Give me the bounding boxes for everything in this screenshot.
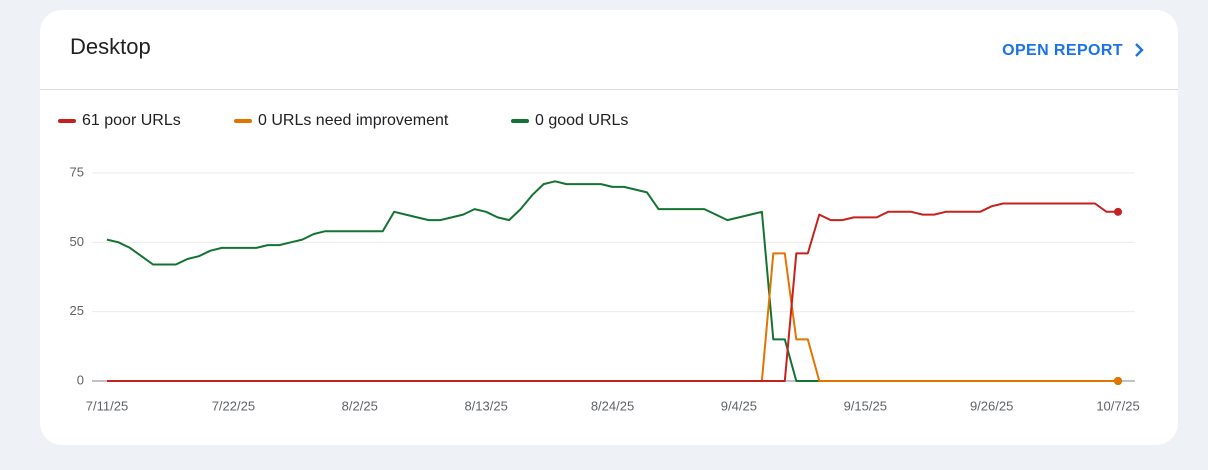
- card-title: Desktop: [70, 34, 151, 59]
- x-tick-label: 7/22/25: [212, 398, 255, 413]
- x-tick-label: 9/26/25: [970, 398, 1013, 413]
- link-text[interactable]: OPEN REPORT: [1002, 42, 1123, 59]
- x-tick-label: 7/11/25: [86, 398, 128, 413]
- y-tick-label: 50: [70, 234, 84, 249]
- x-tick-label: 8/13/25: [464, 398, 507, 413]
- legend-label: 61 poor URLs: [82, 112, 181, 129]
- open-report-link[interactable]: OPEN REPORT: [1002, 42, 1144, 59]
- legend-label: 0 good URLs: [535, 112, 628, 129]
- x-tick-label: 8/24/25: [591, 398, 634, 413]
- end-point: [1114, 207, 1122, 216]
- chevron-icon[interactable]: [1135, 43, 1144, 57]
- y-tick-label: 0: [77, 372, 84, 387]
- legend-label: 0 URLs need improvement: [258, 112, 449, 129]
- end-point: [1114, 377, 1122, 385]
- legend: 61 poor URLs 0 URLs need improvement 0 goo…: [58, 112, 628, 129]
- y-tick-label: 25: [70, 303, 84, 318]
- x-tick-label: 9/15/25: [844, 398, 887, 413]
- card: [40, 10, 1178, 445]
- y-tick-label: 75: [70, 164, 84, 179]
- x-tick-label: 9/4/25: [721, 398, 757, 413]
- plot-area: 0 25 50 75 7/11/25 7/22/25 8/2/25 8/13/25 8/24/2…: [70, 164, 1140, 413]
- x-tick-label: 10/7/25: [1096, 398, 1139, 413]
- series-line: [107, 202, 1118, 382]
- x-tick-label: 8/2/25: [342, 398, 378, 413]
